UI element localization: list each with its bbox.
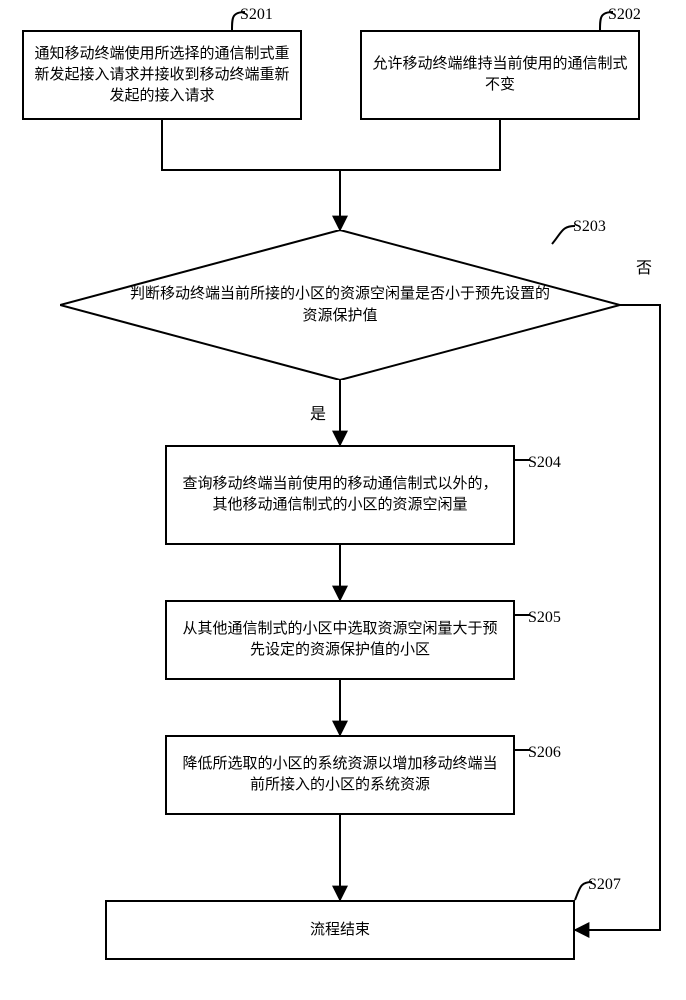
step-label-s204: S204: [528, 454, 561, 472]
decision-s203-text: 判断移动终端当前所接的小区的资源空闲量是否小于预先设置的资源保护值: [130, 283, 550, 328]
step-label-s201: S201: [240, 6, 273, 24]
process-s202-text: 允许移动终端维持当前使用的通信制式不变: [372, 54, 628, 96]
process-s201: 通知移动终端使用所选择的通信制式重新发起接入请求并接收到移动终端重新发起的接入请…: [22, 30, 302, 120]
process-s206-text: 降低所选取的小区的系统资源以增加移动终端当前所接入的小区的系统资源: [177, 754, 503, 796]
terminator-s207: 流程结束: [105, 900, 575, 960]
process-s201-text: 通知移动终端使用所选择的通信制式重新发起接入请求并接收到移动终端重新发起的接入请…: [34, 44, 290, 107]
terminator-s207-text: 流程结束: [310, 920, 370, 941]
step-label-s207: S207: [588, 876, 621, 894]
process-s205: 从其他通信制式的小区中选取资源空闲量大于预先设定的资源保护值的小区: [165, 600, 515, 680]
step-label-s203: S203: [573, 218, 606, 236]
decision-yes-label: 是: [310, 400, 326, 424]
process-s202: 允许移动终端维持当前使用的通信制式不变: [360, 30, 640, 120]
process-s204-text: 查询移动终端当前使用的移动通信制式以外的，其他移动通信制式的小区的资源空闲量: [177, 474, 503, 516]
decision-s203: 判断移动终端当前所接的小区的资源空闲量是否小于预先设置的资源保护值: [60, 230, 620, 380]
step-label-s205: S205: [528, 609, 561, 627]
decision-no-label: 否: [636, 254, 652, 278]
step-label-s202: S202: [608, 6, 641, 24]
process-s205-text: 从其他通信制式的小区中选取资源空闲量大于预先设定的资源保护值的小区: [177, 619, 503, 661]
process-s204: 查询移动终端当前使用的移动通信制式以外的，其他移动通信制式的小区的资源空闲量: [165, 445, 515, 545]
process-s206: 降低所选取的小区的系统资源以增加移动终端当前所接入的小区的系统资源: [165, 735, 515, 815]
step-label-s206: S206: [528, 744, 561, 762]
